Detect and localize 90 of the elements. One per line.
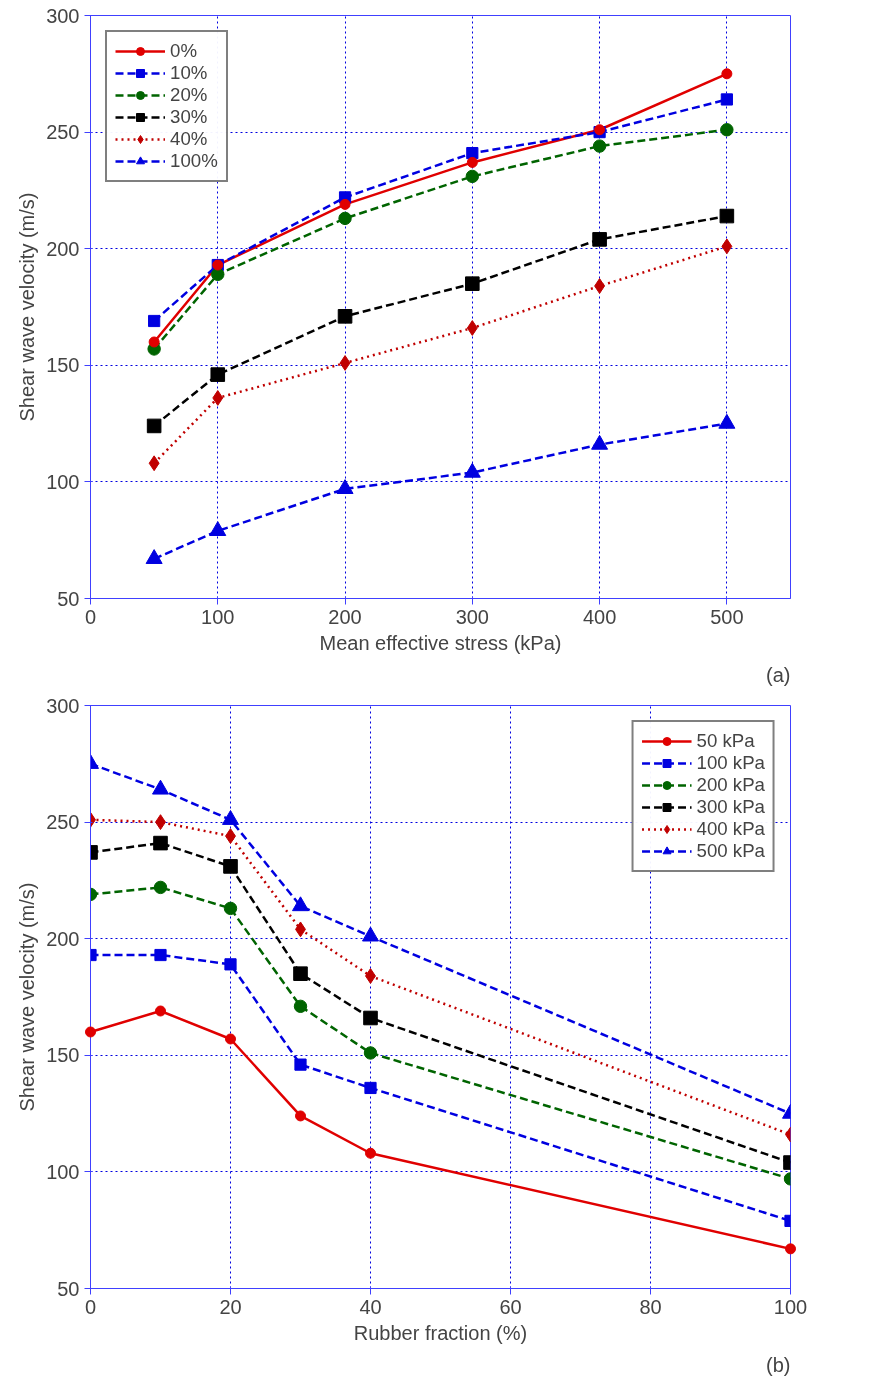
legend-label: 500 kPa bbox=[696, 840, 765, 862]
legend-label: 10% bbox=[170, 62, 208, 84]
point bbox=[223, 901, 238, 916]
point bbox=[212, 390, 224, 406]
y-tick-label: 250 bbox=[46, 121, 80, 144]
point bbox=[363, 1046, 378, 1060]
x-tick-label: 100 bbox=[201, 605, 235, 628]
point bbox=[148, 455, 160, 472]
point bbox=[225, 1033, 236, 1045]
point bbox=[145, 549, 163, 564]
y-tick-label: 150 bbox=[46, 1044, 80, 1067]
point bbox=[153, 880, 168, 895]
point bbox=[363, 1010, 378, 1026]
point bbox=[466, 146, 479, 160]
point bbox=[339, 198, 351, 210]
y-tick-label: 50 bbox=[57, 1277, 80, 1300]
point bbox=[594, 278, 606, 294]
point bbox=[721, 238, 733, 255]
y-tick-label: 200 bbox=[46, 237, 80, 260]
point bbox=[592, 139, 607, 153]
point bbox=[223, 859, 238, 874]
point bbox=[591, 434, 609, 450]
y-tick-label: 250 bbox=[46, 811, 80, 834]
x-axis-title: Mean effective stress (kPa) bbox=[319, 631, 562, 654]
point bbox=[293, 966, 308, 981]
text: (a) bbox=[766, 663, 791, 686]
point bbox=[466, 156, 478, 168]
y-axis-title: Shear wave velocity (m/s) bbox=[16, 882, 39, 1112]
legend-label: 40% bbox=[170, 128, 208, 150]
point bbox=[719, 208, 735, 224]
x-tick-label: 100 bbox=[773, 1295, 808, 1318]
point bbox=[210, 367, 226, 382]
y-axis-title: Shear wave velocity (m/s) bbox=[16, 192, 39, 422]
point bbox=[85, 1026, 96, 1038]
point bbox=[338, 211, 352, 226]
point bbox=[720, 123, 734, 137]
x-tick-label: 500 bbox=[710, 605, 744, 628]
point bbox=[295, 1110, 306, 1122]
point bbox=[592, 232, 607, 247]
x-tick-label: 80 bbox=[639, 1295, 662, 1318]
point bbox=[155, 1005, 166, 1017]
x-tick-label: 20 bbox=[219, 1295, 242, 1318]
x-tick-label: 0 bbox=[84, 1295, 97, 1318]
legend-label: 100% bbox=[170, 150, 218, 172]
x-axis-title: Rubber fraction (%) bbox=[353, 1321, 528, 1344]
legend-label: 50 kPa bbox=[696, 730, 755, 752]
point bbox=[292, 896, 309, 912]
point bbox=[154, 948, 167, 962]
legend-label: 200 kPa bbox=[696, 774, 765, 796]
point bbox=[364, 1081, 377, 1095]
point bbox=[465, 276, 480, 291]
legend-label: 300 kPa bbox=[696, 796, 765, 818]
point bbox=[718, 413, 736, 429]
point bbox=[466, 320, 478, 336]
point bbox=[153, 835, 168, 851]
x-tick-label: 60 bbox=[499, 1295, 522, 1318]
point bbox=[339, 355, 351, 371]
x-tick-label: 300 bbox=[455, 605, 490, 628]
point bbox=[211, 267, 225, 282]
y-tick-label: 200 bbox=[46, 927, 80, 950]
legend-label: 30% bbox=[170, 106, 208, 128]
point bbox=[337, 309, 353, 324]
point bbox=[146, 418, 162, 434]
point bbox=[365, 1147, 376, 1159]
point bbox=[294, 1058, 307, 1071]
point bbox=[293, 999, 308, 1014]
point bbox=[209, 521, 227, 536]
legend-label: 20% bbox=[170, 84, 208, 106]
x-tick-label: 0 bbox=[84, 605, 97, 628]
legend-label: 100 kPa bbox=[696, 752, 765, 774]
y-tick-label: 150 bbox=[46, 354, 80, 377]
point bbox=[148, 314, 161, 328]
y-tick-label: 100 bbox=[46, 1160, 80, 1183]
y-tick-label: 50 bbox=[57, 587, 80, 610]
legend-label: 0% bbox=[170, 40, 197, 62]
point bbox=[463, 462, 481, 478]
legend-label: 400 kPa bbox=[696, 818, 765, 840]
point bbox=[465, 169, 480, 184]
x-tick-label: 200 bbox=[328, 605, 362, 628]
point bbox=[336, 479, 354, 495]
y-tick-label: 100 bbox=[46, 470, 80, 493]
x-tick-label: 40 bbox=[359, 1295, 382, 1318]
point bbox=[224, 958, 237, 971]
y-tick-label: 300 bbox=[46, 694, 80, 717]
point bbox=[721, 68, 733, 80]
point bbox=[148, 336, 160, 348]
x-tick-label: 400 bbox=[582, 605, 617, 628]
point bbox=[720, 93, 733, 106]
text: (b) bbox=[766, 1353, 791, 1376]
y-tick-label: 300 bbox=[46, 4, 80, 27]
